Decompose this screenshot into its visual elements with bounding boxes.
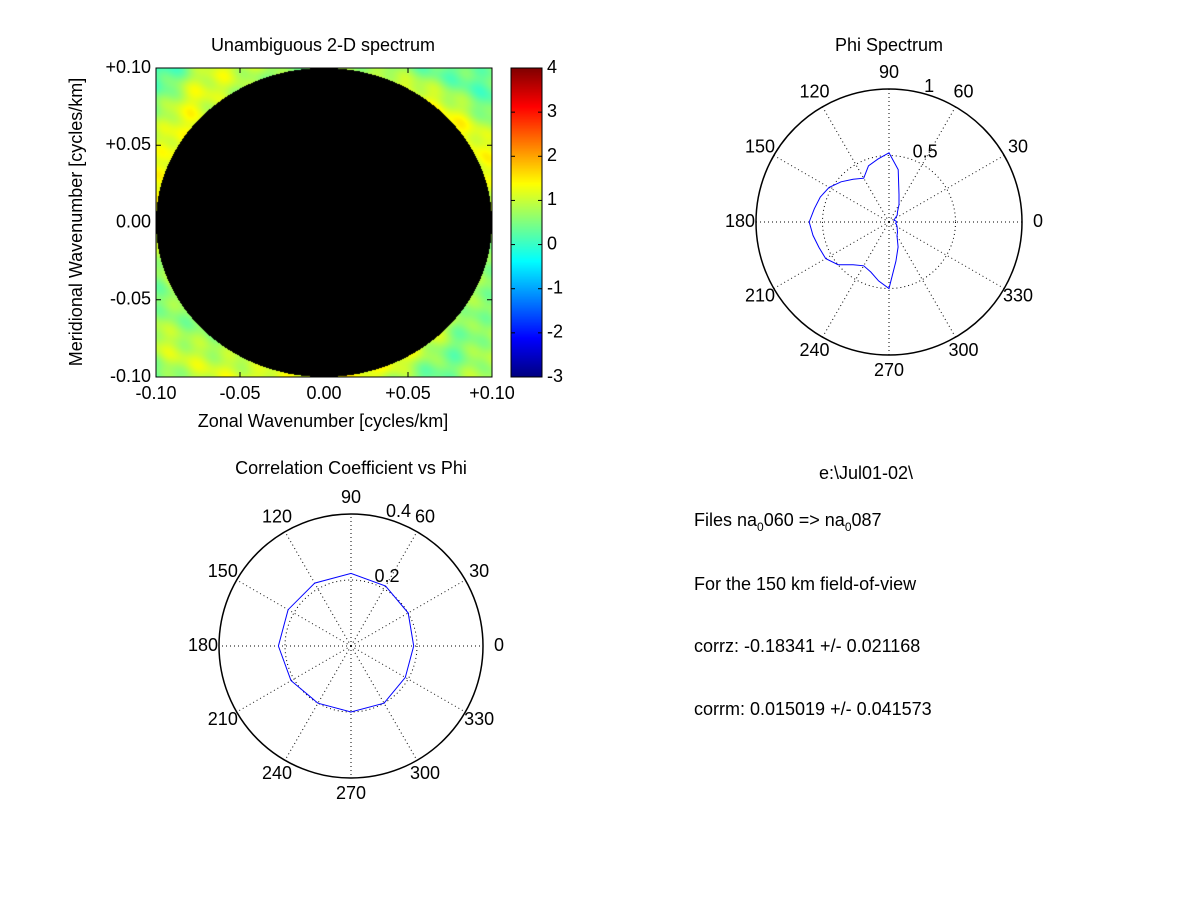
y-tick-label: -0.05	[110, 289, 151, 309]
fov-text: For the 150 km field-of-view	[694, 574, 917, 594]
spectrum-title: Unambiguous 2-D spectrum	[211, 35, 435, 55]
phi-spectrum-angle-label: 210	[745, 285, 775, 305]
y-tick-label: +0.05	[105, 134, 151, 154]
files-prefix: Files na	[694, 510, 758, 530]
colorbar-tick-label: 0	[547, 233, 557, 253]
phi-spectrum-angle-label: 270	[874, 360, 904, 380]
spectrum-ylabel: Meridional Wavenumber [cycles/km]	[66, 78, 86, 366]
phi-spectrum-title: Phi Spectrum	[835, 35, 943, 55]
phi-spectrum-panel: Phi Spectrum 0 30 60 90 120 150 180 210 240 270 30…	[725, 35, 1043, 380]
correlation-angle-label: 60	[415, 507, 435, 527]
colorbar-ticks: 4 3 2 1 0 -1 -2 -3	[511, 57, 563, 386]
phi-spectrum-angle-label: 90	[879, 62, 899, 82]
correlation-angle-label: 240	[262, 763, 292, 783]
phi-spectrum-angle-label: 300	[948, 340, 978, 360]
colorbar-tick-label: -1	[547, 277, 563, 297]
x-tick-label: +0.05	[385, 383, 431, 403]
y-tick-label: +0.10	[105, 57, 151, 77]
spectrum-xlabel: Zonal Wavenumber [cycles/km]	[198, 411, 448, 431]
corrm-text: corrm: 0.015019 +/- 0.041573	[694, 699, 932, 719]
colorbar-tick-label: 1	[547, 189, 557, 209]
heatmap-reference-circle	[239, 144, 409, 301]
files-range-text: Files na0060 => na0087	[694, 509, 882, 534]
phi-spectrum-data-line	[808, 152, 900, 290]
correlation-radius-label: 0.4	[386, 501, 411, 521]
files-end: 087	[851, 510, 882, 530]
colorbar-tick-label: 2	[547, 145, 557, 165]
x-tick-label: -0.05	[219, 383, 260, 403]
x-tick-label: 0.00	[306, 383, 341, 403]
correlation-angle-label: 210	[208, 709, 238, 729]
correlation-data-line	[277, 572, 415, 713]
colorbar-tick-label: -2	[547, 322, 563, 342]
correlation-angle-label: 330	[464, 709, 494, 729]
phi-spectrum-angle-label: 150	[745, 136, 775, 156]
colorbar-tick-label: 3	[547, 101, 557, 121]
correlation-angle-label: 30	[469, 561, 489, 581]
phi-spectrum-angle-label: 0	[1033, 211, 1043, 231]
y-tick-label: -0.10	[110, 366, 151, 386]
phi-spectrum-angle-label: 30	[1008, 136, 1028, 156]
x-tick-label: -0.10	[135, 383, 176, 403]
files-middle: 060 => na	[763, 510, 845, 530]
phi-spectrum-angle-label: 120	[799, 82, 829, 102]
phi-spectrum-radius-label: 1	[924, 76, 934, 96]
correlation-angle-label: 270	[336, 783, 366, 803]
colorbar-tick-label: 4	[547, 57, 557, 77]
correlation-angle-label: 180	[188, 635, 218, 655]
correlation-angle-label: 90	[341, 487, 361, 507]
data-path-text: e:\Jul01-02\	[819, 463, 914, 483]
correlation-polar: 0 30 60 90 120 150 180 210 240 270 300 330 0.2 0.4	[188, 487, 504, 803]
colorbar-tick-label: -3	[547, 366, 563, 386]
correlation-angle-label: 300	[410, 763, 440, 783]
x-tick-label: +0.10	[469, 383, 515, 403]
colorbar-box	[510, 67, 543, 378]
correlation-radius-label: 0.2	[375, 566, 400, 586]
correlation-title: Correlation Coefficient vs Phi	[235, 458, 467, 478]
correlation-panel: Correlation Coefficient vs Phi 0 30 60 90 12…	[188, 458, 504, 803]
y-tick-label: 0.00	[116, 211, 151, 231]
spectrum-panel: Unambiguous 2-D spectrum -0.10 -0.05 0.00 +…	[66, 35, 563, 431]
phi-spectrum-angle-label: 330	[1003, 285, 1033, 305]
colorbar-container	[511, 68, 542, 377]
phi-spectrum-angle-label: 60	[953, 82, 973, 102]
files-subscript-1: 0	[757, 520, 764, 534]
correlation-ring	[284, 579, 418, 713]
phi-spectrum-angle-label: 180	[725, 211, 755, 231]
colorbar-canvas	[511, 68, 542, 377]
heatmap-overlay	[156, 68, 492, 377]
correlation-angle-label: 120	[262, 507, 292, 527]
correlation-angle-label: 150	[208, 561, 238, 581]
corrz-text: corrz: -0.18341 +/- 0.021168	[694, 636, 921, 656]
correlation-angle-label: 0	[494, 635, 504, 655]
phi-spectrum-radius-label: 0.5	[913, 141, 938, 161]
heatmap-ticks: -0.10 -0.05 0.00 +0.05 +0.10 +0.10 +0.05 0.00 -0…	[105, 57, 514, 403]
phi-spectrum-polar: 0 30 60 90 120 150 180 210 240 270 300 330 0.5 1	[725, 62, 1043, 380]
phi-spectrum-angle-label: 240	[799, 340, 829, 360]
files-subscript-2: 0	[844, 520, 852, 534]
